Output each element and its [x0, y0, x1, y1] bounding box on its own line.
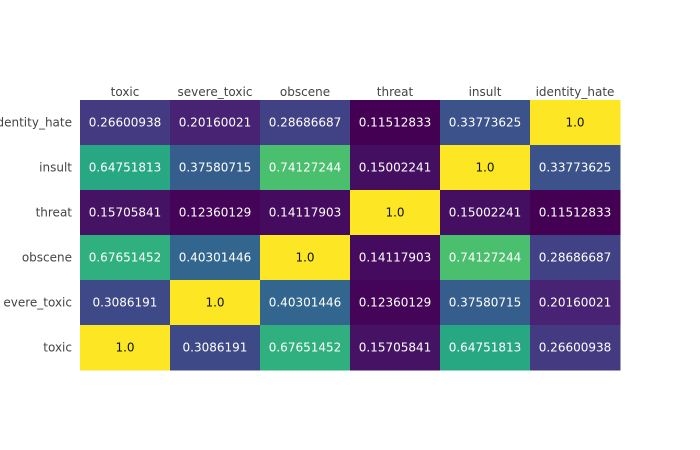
cell-value-label: 1.0 [115, 341, 134, 355]
cell-value-label: 0.3086191 [183, 341, 248, 355]
heatmap-cell [80, 100, 171, 146]
x-tick-label: threat [377, 85, 414, 99]
x-tick-label: severe_toxic [178, 85, 253, 99]
cell-value-label: 0.74127244 [269, 161, 342, 175]
heatmap-cell [260, 145, 351, 191]
heatmap-cell [350, 100, 441, 146]
y-tick-label: evere_toxic [3, 296, 72, 310]
y-tick-label: dentity_hate [0, 116, 72, 130]
cell-value-label: 0.64751813 [89, 161, 162, 175]
heatmap-cell [440, 145, 531, 191]
cell-value-label: 0.14117903 [269, 206, 342, 220]
heatmap-cell [260, 100, 351, 146]
heatmap-cell [80, 235, 171, 281]
cell-value-label: 0.12360129 [179, 206, 252, 220]
heatmap-cell [350, 235, 441, 281]
y-tick-label: obscene [22, 251, 72, 265]
cell-value-label: 0.37580715 [179, 161, 252, 175]
cell-value-label: 0.3086191 [93, 296, 158, 310]
cell-value-label: 0.11512833 [359, 116, 432, 130]
heatmap-cell [350, 325, 441, 371]
cell-value-label: 0.33773625 [539, 161, 612, 175]
cell-value-label: 0.67651452 [269, 341, 342, 355]
heatmap-cell [530, 145, 621, 191]
cell-value-label: 1.0 [565, 116, 584, 130]
cell-value-label: 0.20160021 [179, 116, 252, 130]
heatmap-cells: 0.26600938 0.20160021 0.28686687 0.11512833… [80, 100, 621, 371]
heatmap-cell [80, 325, 171, 371]
x-tick-label: insult [469, 85, 502, 99]
x-tick-label: toxic [111, 85, 140, 99]
heatmap-cell [440, 100, 531, 146]
heatmap-cell [170, 235, 261, 281]
cell-value-label: 1.0 [205, 296, 224, 310]
cell-value-label: 0.26600938 [89, 116, 162, 130]
heatmap-cell [440, 280, 531, 326]
cell-value-label: 0.15002241 [359, 161, 432, 175]
cell-value-label: 0.74127244 [449, 251, 522, 265]
heatmap-cell [80, 190, 171, 236]
cell-value-label: 0.11512833 [539, 206, 612, 220]
heatmap-cell [80, 145, 171, 191]
cell-value-label: 0.28686687 [269, 116, 342, 130]
heatmap-cell [440, 235, 531, 281]
cell-value-label: 0.15705841 [359, 341, 432, 355]
cell-value-label: 1.0 [475, 161, 494, 175]
heatmap-cell [530, 325, 621, 371]
heatmap-cell [530, 280, 621, 326]
cell-value-label: 0.40301446 [179, 251, 252, 265]
cell-value-label: 0.20160021 [539, 296, 612, 310]
heatmap-cell [350, 190, 441, 236]
y-tick-label: insult [39, 161, 72, 175]
cell-value-label: 0.67651452 [89, 251, 162, 265]
heatmap-cell [260, 235, 351, 281]
y-tick-label: threat [36, 206, 73, 220]
heatmap-cell [170, 100, 261, 146]
x-tick-label: obscene [280, 85, 330, 99]
y-tick-label: toxic [43, 341, 72, 355]
cell-value-label: 0.15705841 [89, 206, 162, 220]
cell-value-label: 0.28686687 [539, 251, 612, 265]
heatmap-cell [260, 280, 351, 326]
heatmap-cell [530, 235, 621, 281]
heatmap-cell [260, 190, 351, 236]
heatmap-cell [530, 100, 621, 146]
cell-value-label: 0.40301446 [269, 296, 342, 310]
heatmap-cell [170, 145, 261, 191]
cell-value-label: 0.26600938 [539, 341, 612, 355]
x-axis-tick-labels: toxic severe_toxic obscene threat insult iden… [111, 85, 615, 99]
cell-value-label: 0.12360129 [359, 296, 432, 310]
heatmap-cell [440, 190, 531, 236]
cell-value-label: 0.14117903 [359, 251, 432, 265]
cell-value-label: 1.0 [385, 206, 404, 220]
heatmap-cell [170, 190, 261, 236]
cell-value-label: 0.64751813 [449, 341, 522, 355]
x-tick-label: identity_hate [536, 85, 615, 99]
cell-value-label: 1.0 [295, 251, 314, 265]
heatmap-cell [170, 280, 261, 326]
heatmap-cell [350, 280, 441, 326]
heatmap-cell [350, 145, 441, 191]
heatmap-cell [530, 190, 621, 236]
heatmap-cell [440, 325, 531, 371]
heatmap-cell [80, 280, 171, 326]
heatmap-cell [170, 325, 261, 371]
cell-value-label: 0.15002241 [449, 206, 522, 220]
cell-value-label: 0.33773625 [449, 116, 522, 130]
cell-value-label: 0.37580715 [449, 296, 522, 310]
heatmap-cell [260, 325, 351, 371]
